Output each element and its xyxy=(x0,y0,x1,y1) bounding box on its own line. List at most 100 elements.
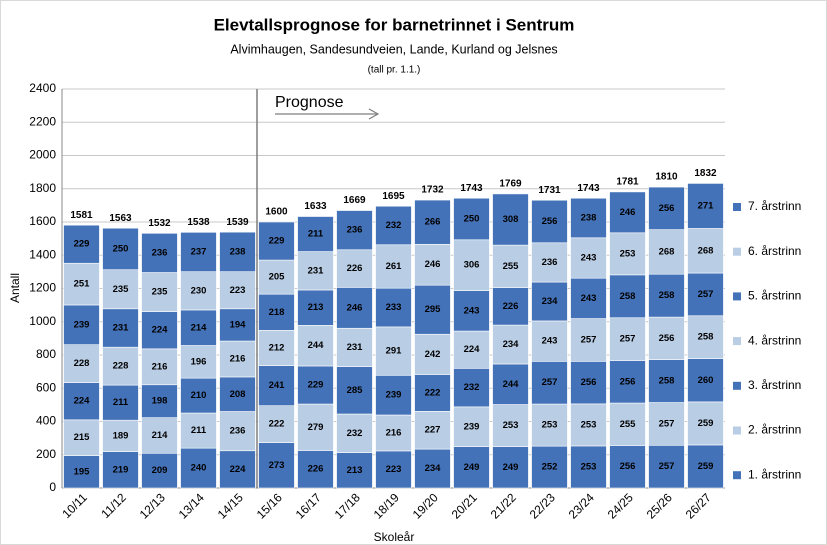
data-label: 243 xyxy=(581,293,597,304)
bar-segment xyxy=(258,259,295,295)
bar-segment xyxy=(141,233,178,273)
data-label: 194 xyxy=(230,319,247,330)
data-label: 257 xyxy=(542,377,558,388)
data-label: 195 xyxy=(74,466,91,477)
bar-segment xyxy=(609,232,646,276)
bar-segment xyxy=(687,358,724,403)
data-label: 244 xyxy=(308,340,325,351)
y-tick-label: 400 xyxy=(36,414,56,428)
data-label: 235 xyxy=(152,287,169,298)
data-label: 234 xyxy=(503,339,520,350)
data-label: 234 xyxy=(425,463,442,474)
bar-segment xyxy=(219,340,256,378)
bar-segment xyxy=(414,243,451,286)
legend-swatch xyxy=(733,471,741,480)
data-label: 253 xyxy=(503,420,519,431)
bar-segment xyxy=(219,308,256,342)
data-label: 211 xyxy=(308,229,324,240)
legend-swatch xyxy=(733,203,741,211)
bar-segment xyxy=(336,366,373,415)
data-label: 273 xyxy=(269,460,285,471)
chart-title: Elevtallsprognose for barnetrinnet i Sen… xyxy=(214,15,575,34)
bar-segment xyxy=(375,326,412,376)
data-label: 213 xyxy=(308,302,324,313)
data-label: 285 xyxy=(347,385,364,396)
data-label: 236 xyxy=(230,426,246,437)
bar-segment xyxy=(648,444,685,489)
y-tick-label: 800 xyxy=(36,347,56,361)
data-label: 196 xyxy=(191,356,207,367)
data-label: 252 xyxy=(542,462,558,473)
data-label: 258 xyxy=(659,290,675,301)
legend-swatch xyxy=(733,337,741,346)
data-label: 233 xyxy=(386,302,402,313)
data-label: 228 xyxy=(74,358,90,369)
legend-label: 6. årstrinn xyxy=(748,244,801,258)
total-label: 1769 xyxy=(499,179,522,190)
bar-segment xyxy=(375,287,412,328)
data-label: 213 xyxy=(347,465,363,476)
data-label: 259 xyxy=(698,461,714,472)
data-label: 232 xyxy=(347,428,363,439)
bar-segment xyxy=(453,197,490,241)
bar-segment xyxy=(258,405,295,443)
bar-segment xyxy=(648,402,685,446)
bar-segment xyxy=(609,445,646,489)
y-tick-label: 1800 xyxy=(29,181,56,195)
data-label: 243 xyxy=(581,253,597,264)
bar-segment xyxy=(648,229,685,275)
bar-segment xyxy=(336,287,373,329)
bar-segment xyxy=(63,344,100,383)
bar-segment xyxy=(453,406,490,447)
bar-segment xyxy=(63,304,100,345)
data-label: 226 xyxy=(347,263,363,274)
data-label: 253 xyxy=(542,420,558,431)
data-label: 224 xyxy=(152,325,169,336)
bar-segment xyxy=(492,193,529,246)
bar-segment xyxy=(297,403,334,451)
data-label: 246 xyxy=(620,207,636,218)
data-label: 255 xyxy=(620,419,637,430)
total-label: 1563 xyxy=(109,213,132,224)
data-label: 231 xyxy=(308,265,325,276)
bar-segment xyxy=(297,216,334,252)
bar-segment xyxy=(609,191,646,234)
bar-segment xyxy=(297,289,334,326)
data-label: 211 xyxy=(191,425,207,436)
data-label: 214 xyxy=(152,430,169,441)
bar-segment xyxy=(531,281,568,322)
data-label: 255 xyxy=(503,261,520,272)
legend-label: 4. årstrinn xyxy=(748,333,801,347)
data-label: 268 xyxy=(659,246,675,257)
data-label: 224 xyxy=(74,396,91,407)
bar-segment xyxy=(180,412,217,449)
bar-segment xyxy=(375,414,412,452)
data-label: 237 xyxy=(191,247,207,258)
bar-segment xyxy=(570,197,607,239)
data-label: 236 xyxy=(152,247,168,258)
total-label: 1781 xyxy=(616,177,639,188)
y-tick-label: 2000 xyxy=(29,148,56,162)
bar-segment xyxy=(336,327,373,367)
total-label: 1539 xyxy=(226,217,249,228)
data-label: 228 xyxy=(113,361,129,372)
bar-segment xyxy=(492,363,529,405)
bar-segment xyxy=(102,451,139,489)
total-label: 1600 xyxy=(265,207,288,218)
total-label: 1532 xyxy=(148,218,171,229)
bar-segment xyxy=(687,401,724,446)
legend-swatch xyxy=(733,247,741,256)
data-label: 257 xyxy=(620,334,636,345)
y-tick-label: 1000 xyxy=(29,314,56,328)
bar-segment xyxy=(570,237,607,279)
bar-segment xyxy=(297,450,334,489)
bar-segment xyxy=(258,293,295,331)
legend-swatch xyxy=(733,381,741,390)
bar-segment xyxy=(258,330,295,366)
data-label: 232 xyxy=(386,220,402,231)
bar-segment xyxy=(492,324,529,365)
data-label: 256 xyxy=(659,333,675,344)
total-label: 1743 xyxy=(460,183,483,194)
bar-segment xyxy=(258,221,295,261)
bar-segment xyxy=(570,277,607,319)
